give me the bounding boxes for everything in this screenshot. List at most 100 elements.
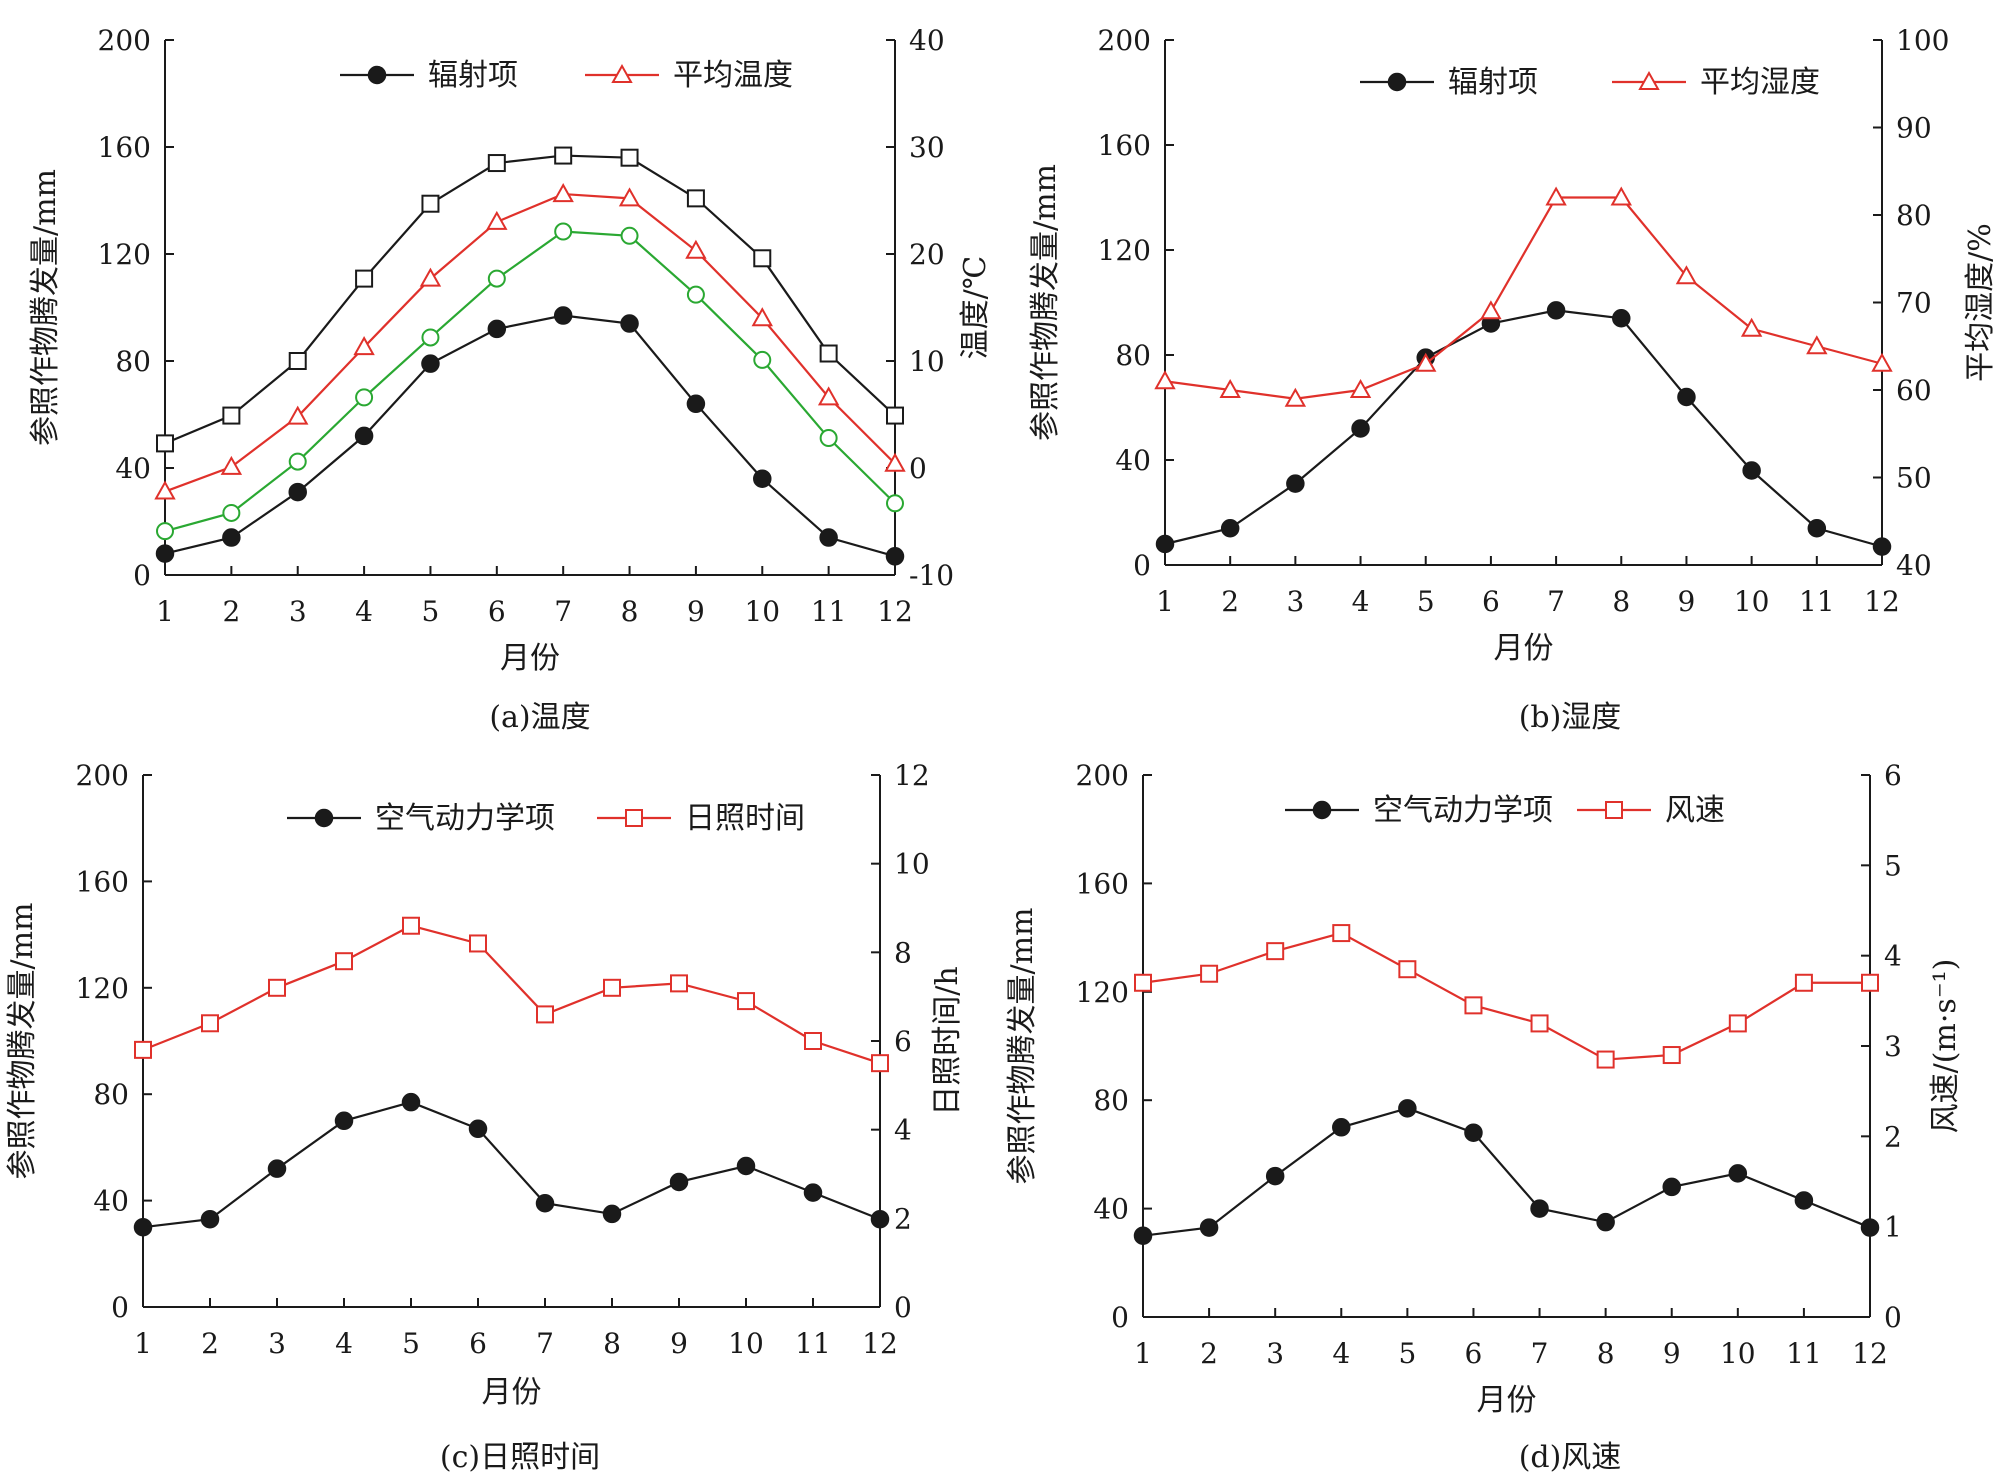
series-空气动力学项 [133, 1092, 890, 1237]
chart-panel-sunshine: 0 40 80 120 160 200 0 2 4 6 8 10 12 1 2 3 4 5 6 7 8 9 10 11 12 月份… [0, 740, 1000, 1440]
x-tick-label: 12 [1852, 1337, 1888, 1370]
x-tick-label: 10 [728, 1327, 764, 1360]
data-point [1807, 519, 1827, 538]
x-tick-label: 5 [402, 1327, 420, 1360]
x-axis-title: 月份 [482, 1375, 542, 1410]
x-tick-label: 5 [1398, 1337, 1416, 1370]
y-tick-label-right: 8 [894, 936, 912, 969]
x-tick-label: 6 [1482, 585, 1500, 618]
y-tick-label-left: 160 [98, 131, 151, 164]
data-point [288, 352, 307, 370]
data-point [803, 1183, 823, 1202]
y-tick-label-left: 80 [1115, 339, 1151, 372]
data-point [421, 194, 440, 213]
legend-label: 空气动力学项 [1373, 793, 1553, 828]
legend-label: 辐射项 [1448, 65, 1538, 100]
data-point [804, 1032, 822, 1050]
data-point [620, 226, 639, 245]
data-point [669, 1172, 689, 1192]
data-point [1530, 1014, 1549, 1033]
y-tick-label-right: 5 [1884, 849, 1902, 882]
x-tick-label: 3 [289, 595, 307, 628]
data-point [222, 406, 241, 425]
data-point [401, 1092, 421, 1112]
legend-marker [314, 808, 334, 828]
data-point [737, 992, 755, 1011]
data-point [487, 319, 507, 339]
y-tick-label-right: 60 [1896, 374, 1932, 407]
legend: 空气动力学项 风速 [1285, 793, 1725, 828]
x-tick-label: 10 [744, 595, 780, 628]
data-point [753, 469, 772, 488]
y-tick-label-right: 0 [1884, 1301, 1902, 1334]
data-point [1860, 1218, 1880, 1237]
y-tick-label-left: 40 [1115, 444, 1151, 477]
series-unnamed-1 [156, 146, 904, 453]
y-tick-label-left: 200 [1098, 24, 1151, 57]
data-point [1219, 378, 1241, 398]
y-tick-label-right: 4 [894, 1114, 912, 1147]
x-tick-label: 2 [222, 595, 240, 628]
data-point [201, 1014, 219, 1033]
legend-marker [367, 65, 387, 85]
data-point [222, 503, 241, 522]
y-tick-label-left: 160 [76, 865, 129, 898]
data-point [1742, 461, 1761, 480]
x-tick-label: 5 [422, 595, 440, 628]
series-日照时间 [134, 916, 889, 1073]
data-point [686, 285, 705, 304]
data-point [267, 1159, 287, 1178]
y-tick-label-left: 160 [1098, 129, 1151, 162]
y-tick-label-right: 40 [1896, 549, 1932, 582]
data-point [1133, 1226, 1153, 1245]
data-point [154, 480, 176, 500]
x-tick-label: 7 [1531, 1337, 1549, 1370]
data-point [355, 388, 374, 407]
y-tick-label-left: 0 [111, 1291, 129, 1324]
x-tick-label: 9 [1678, 585, 1696, 618]
data-point [133, 1217, 153, 1237]
x-tick-label: 11 [1786, 1337, 1822, 1370]
series-辐射项 [155, 306, 905, 566]
x-tick-label: 3 [1266, 1337, 1284, 1370]
y-tick-label-right: 0 [909, 452, 927, 485]
data-point [751, 307, 773, 327]
data-point [1415, 352, 1437, 372]
x-tick-label: 1 [1156, 585, 1174, 618]
x-tick-label: 10 [1720, 1337, 1756, 1370]
data-point [1596, 1212, 1615, 1232]
data-point [1610, 186, 1632, 206]
y-tick-label-left: 120 [98, 238, 151, 271]
y-tick-label-right: 10 [909, 345, 945, 378]
chart-panel-windspeed: 0 40 80 120 160 200 0 1 2 3 4 5 6 1 2 3 4 5 6 7 8 9 10 11 12 月份 参照… [1000, 740, 2009, 1440]
data-point [870, 1209, 890, 1229]
x-tick-label: 11 [795, 1327, 831, 1360]
x-tick-label: 7 [1547, 585, 1565, 618]
data-point [553, 306, 573, 325]
data-point [670, 974, 688, 993]
data-point [620, 314, 639, 333]
x-tick-label: 2 [1221, 585, 1239, 618]
series-unnamed-3 [156, 222, 904, 541]
data-point [1155, 534, 1175, 554]
data-point [618, 187, 641, 207]
data-point [1677, 387, 1696, 407]
data-point [1332, 1118, 1351, 1137]
legend-marker [1387, 72, 1407, 92]
data-point [885, 547, 905, 566]
legend-label: 平均湿度 [1700, 65, 1820, 100]
data-point [1332, 924, 1351, 943]
data-point [1871, 352, 1893, 372]
data-point [288, 452, 307, 471]
data-point [1545, 186, 1567, 206]
data-point [156, 434, 174, 453]
y-tick-label-left: 120 [1098, 234, 1151, 267]
x-tick-label: 10 [1734, 585, 1770, 618]
data-point [753, 249, 772, 268]
legend-label: 空气动力学项 [375, 801, 555, 836]
x-tick-label: 12 [877, 595, 913, 628]
y-tick-label-right: 80 [1896, 199, 1932, 232]
